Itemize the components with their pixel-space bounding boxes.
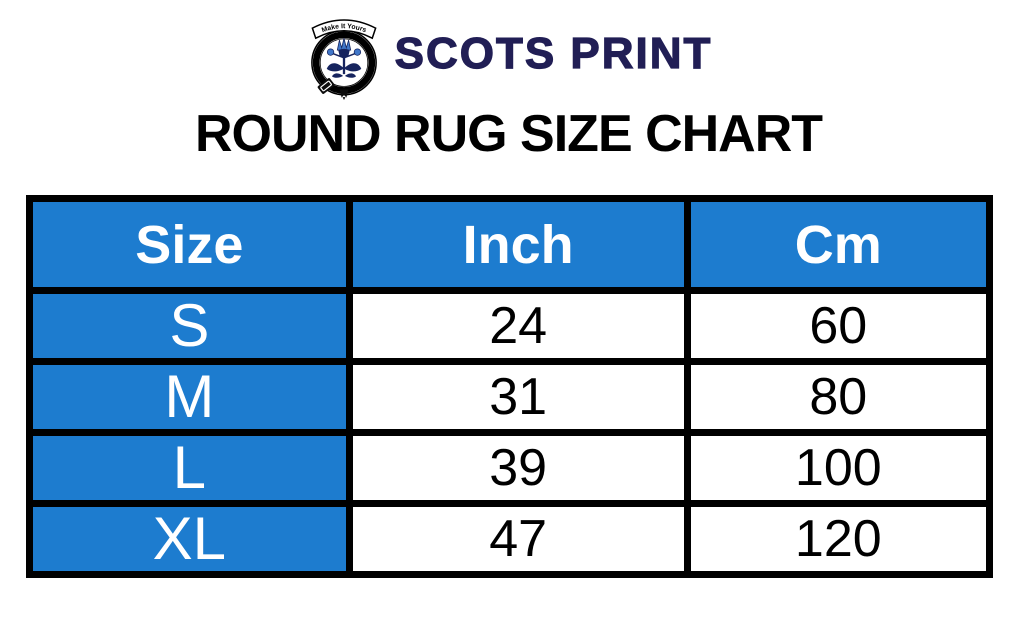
inch-cell: 39 [345, 429, 691, 508]
table-row-xl: XL 47 120 [26, 500, 994, 579]
clan-crest-icon: Make It Yours [310, 19, 377, 100]
table-row-s: S 24 60 [26, 287, 994, 366]
table-row-m: M 31 80 [26, 358, 994, 437]
header-row: Size Inch Cm [26, 195, 994, 295]
cm-cell: 60 [683, 287, 994, 366]
column-header-size: Size [26, 195, 353, 295]
size-cell: L [26, 429, 353, 508]
crest-motto-text: Make It Yours [320, 23, 366, 34]
belt-buckle-icon [317, 78, 348, 100]
inch-cell: 31 [345, 358, 691, 437]
brand-logo: Make It Yours SCOTS PRINT [0, 0, 1017, 100]
size-cell: S [26, 287, 353, 366]
cm-cell: 80 [683, 358, 994, 437]
size-cell: M [26, 358, 353, 437]
inch-cell: 24 [345, 287, 691, 366]
size-cell: XL [26, 500, 353, 579]
column-header-cm: Cm [683, 195, 994, 295]
cm-cell: 120 [683, 500, 994, 579]
motto-banner: Make It Yours [311, 19, 377, 40]
inch-cell: 47 [345, 500, 691, 579]
cm-cell: 100 [683, 429, 994, 508]
thistle-icon [326, 38, 361, 78]
brand-name: SCOTS PRINT [394, 28, 713, 78]
svg-text:Make It Yours: Make It Yours [320, 23, 366, 34]
column-header-inch: Inch [345, 195, 691, 295]
page-title: ROUND RUG SIZE CHART [194, 105, 823, 163]
size-chart-table: Size Inch Cm S 24 60 M 31 80 L 39 100 [26, 195, 994, 579]
table-row-l: L 39 100 [26, 429, 994, 508]
